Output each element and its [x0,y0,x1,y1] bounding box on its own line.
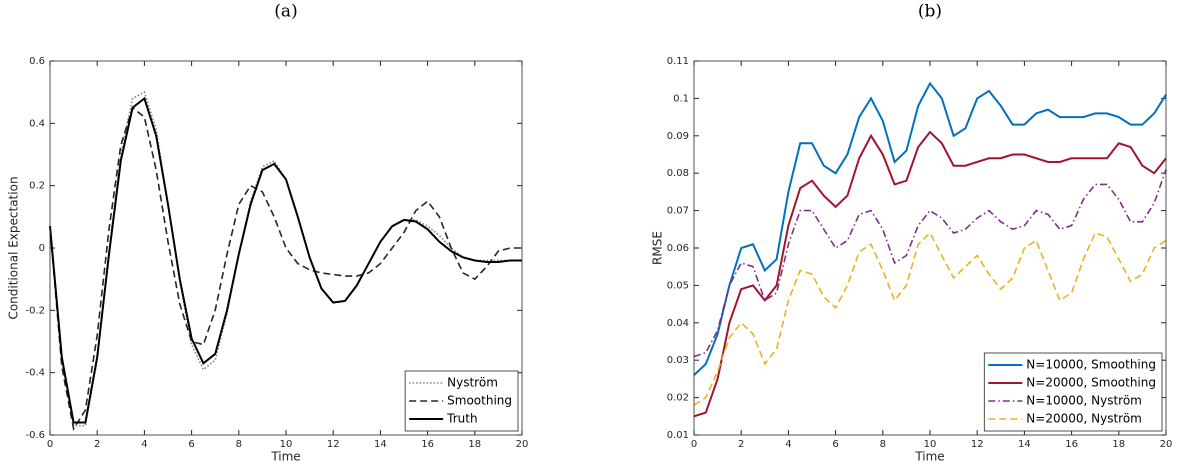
legend: Nyström Smoothing Truth [404,370,519,432]
x-tick-label: 0 [47,439,53,450]
y-tick-label: 0.01 [667,430,689,441]
x-tick-label: 18 [1112,439,1125,450]
x-tick-label: 14 [1018,439,1031,450]
x-tick-label: 12 [327,439,340,450]
x-tick-label: 20 [1160,439,1173,450]
data-line [693,231,1167,406]
legend-label: Smoothing [447,394,512,408]
y-tick-label: 0.09 [667,131,689,142]
legend-label: Truth [446,412,477,426]
y-tick-label: 0.4 [29,118,45,129]
y-tick-label: 0.06 [667,243,689,254]
x-tick-label: 2 [94,439,100,450]
legend-label: N=20000, Nyström [1026,412,1142,426]
legend-label: N=10000, Smoothing [1026,358,1156,372]
y-tick-label: 0.11 [667,56,689,67]
y-axis-label: Conditional Expectation [7,176,21,319]
y-tick-label: 0.05 [667,280,689,291]
legend-label: N=10000, Nyström [1026,394,1142,408]
data-line [693,130,1167,418]
x-tick-label: 0 [691,439,697,450]
y-tick-label: 0.6 [29,56,45,67]
x-tick-label: 10 [280,439,293,450]
axes-box [49,60,523,436]
y-axis-label: RMSE [651,231,665,265]
data-line [49,96,522,424]
x-tick-label: 8 [236,439,242,450]
chart-panel: (a) 0 2 4 6 8 10 12 14 16 18 20 -0.6 -0.4 -0.2 0 0.2 0.4 0… [7,2,529,464]
data-line [693,169,1167,358]
x-tick-label: 12 [971,439,984,450]
y-tick-label: -0.6 [25,430,45,441]
y-tick-label: 0.02 [667,393,689,404]
y-tick-label: 0.04 [667,318,689,329]
data-line [49,106,522,431]
y-tick-label: 0.2 [29,181,45,192]
legend-label: Nyström [447,376,498,390]
x-tick-label: 20 [516,439,529,450]
x-tick-label: 6 [832,439,838,450]
x-tick-label: 4 [785,439,791,450]
y-tick-label: 0.07 [667,206,689,217]
x-tick-label: 18 [468,439,481,450]
data-line [693,81,1167,376]
x-tick-label: 6 [188,439,194,450]
x-tick-label: 2 [738,439,744,450]
x-tick-label: 16 [1065,439,1078,450]
x-axis-label: Time [914,450,944,464]
y-tick-label: -0.2 [25,305,45,316]
x-tick-label: 16 [421,439,434,450]
y-tick-label: 0.03 [667,355,689,366]
x-tick-label: 14 [374,439,387,450]
chart-panel: (b) 0 2 4 6 8 10 12 14 16 18 20 0.01 0.02 0.03 0.04 0.05… [651,2,1173,464]
x-tick-label: 4 [141,439,147,450]
legend: N=10000, Smoothing N=20000, Smoothing N=10… [983,352,1163,432]
panel-caption: (b) [918,2,942,22]
y-tick-label: -0.4 [25,368,45,379]
x-tick-label: 10 [924,439,937,450]
y-tick-label: 0.08 [667,168,689,179]
panel-caption: (a) [274,2,297,22]
axes-box [693,60,1167,436]
legend-label: N=20000, Smoothing [1026,376,1156,390]
y-tick-label: 0 [39,243,45,254]
x-tick-label: 8 [880,439,886,450]
x-axis-label: Time [270,450,300,464]
y-tick-label: 0.1 [673,93,689,104]
